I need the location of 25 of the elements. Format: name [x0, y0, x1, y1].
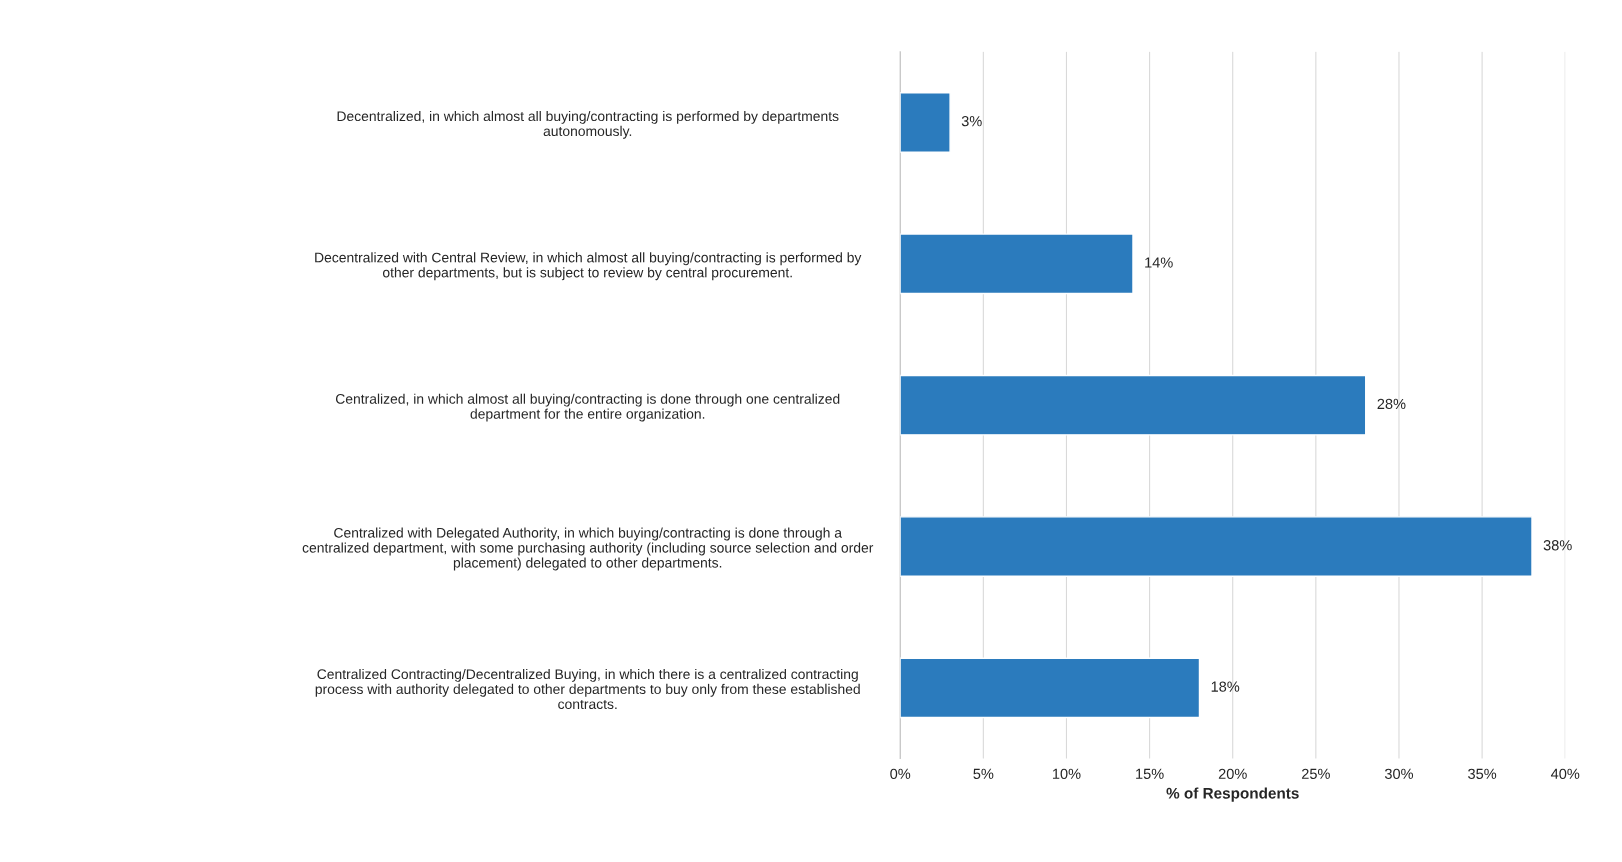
- x-tick-label: 20%: [1218, 768, 1247, 779]
- data-label: 28%: [1377, 398, 1406, 410]
- y-tick-label: Centralized with Delegated Authority, in which buying/contracting is done through a centralized department, with some purchasing authority (including source selection and order placement) delegated to other departments.: [302, 527, 874, 571]
- data-label: 38%: [1543, 540, 1572, 551]
- y-tick-label: Centralized Contracting/Decentralized Buying, in which there is a centralized contracting process with authority delegated to other departments to buy only from these established contracts.: [315, 668, 860, 710]
- data-label: 18%: [1211, 681, 1240, 692]
- bar: [900, 516, 1533, 577]
- x-tick-label: 25%: [1301, 768, 1330, 779]
- x-tick-label: 15%: [1136, 768, 1164, 779]
- x-tick-label: 10%: [1052, 768, 1081, 779]
- y-tick-label: Centralized, in which almost all buying/contracting is done through one centralized department for the entire organization.: [335, 393, 840, 422]
- bar: [900, 657, 1201, 719]
- y-tick-label: Decentralized, in which almost all buying/contracting is performed by departments autonomously.: [337, 110, 839, 139]
- bar: [900, 233, 1134, 295]
- x-tick-label: 40%: [1550, 768, 1580, 779]
- data-label: 3%: [961, 115, 982, 127]
- x-tick-label: 35%: [1468, 768, 1497, 779]
- x-tick-label: 30%: [1384, 768, 1414, 779]
- x-tick-label: 0%: [890, 768, 911, 779]
- data-label: 14%: [1145, 257, 1173, 268]
- bar: [900, 92, 951, 153]
- bar: [900, 374, 1367, 436]
- x-axis-title: % of Respondents: [1166, 787, 1299, 802]
- y-tick-label: Decentralized with Central Review, in which almost all buying/contracting is performed by other departments, but is subject to review by central procurement.: [315, 252, 862, 281]
- x-tick-label: 5%: [973, 768, 994, 779]
